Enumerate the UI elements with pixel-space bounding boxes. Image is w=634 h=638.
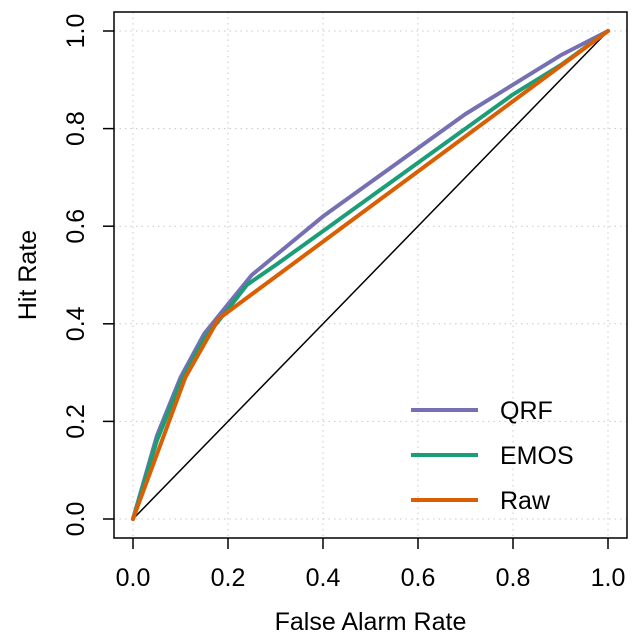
legend-label-emos: EMOS [500, 442, 574, 470]
y-tick-label: 1.0 [62, 14, 90, 49]
series-line-qrf [131, 29, 610, 521]
y-tick-label: 0.2 [62, 404, 90, 439]
y-tick-label: 0.0 [62, 502, 90, 537]
legend-label-qrf: QRF [500, 397, 553, 425]
diagonal-layer [132, 30, 609, 520]
plot-frame [113, 11, 628, 539]
x-tick-label: 0.4 [306, 564, 341, 592]
y-tick-label: 0.4 [62, 306, 90, 341]
x-tick-label: 0.0 [116, 564, 151, 592]
y-axis-title: Hit Rate [14, 230, 42, 320]
x-axis: 0.0 0.2 0.4 0.6 0.8 1.0 [116, 538, 626, 592]
x-tick-label: 1.0 [591, 564, 626, 592]
legend: QRF EMOS Raw [411, 397, 574, 515]
y-tick-label: 0.8 [62, 111, 90, 146]
x-tick-label: 0.2 [211, 564, 246, 592]
diagonal-reference-line [132, 30, 609, 520]
x-tick-label: 0.8 [496, 564, 531, 592]
y-axis: 0.0 0.2 0.4 0.6 0.8 1.0 [62, 14, 114, 537]
legend-label-raw: Raw [500, 487, 551, 515]
x-tick-label: 0.6 [401, 564, 436, 592]
series-layer [131, 29, 610, 521]
x-axis-title: False Alarm Rate [275, 608, 467, 636]
series-line-raw [131, 29, 610, 521]
y-tick-label: 0.6 [62, 209, 90, 244]
